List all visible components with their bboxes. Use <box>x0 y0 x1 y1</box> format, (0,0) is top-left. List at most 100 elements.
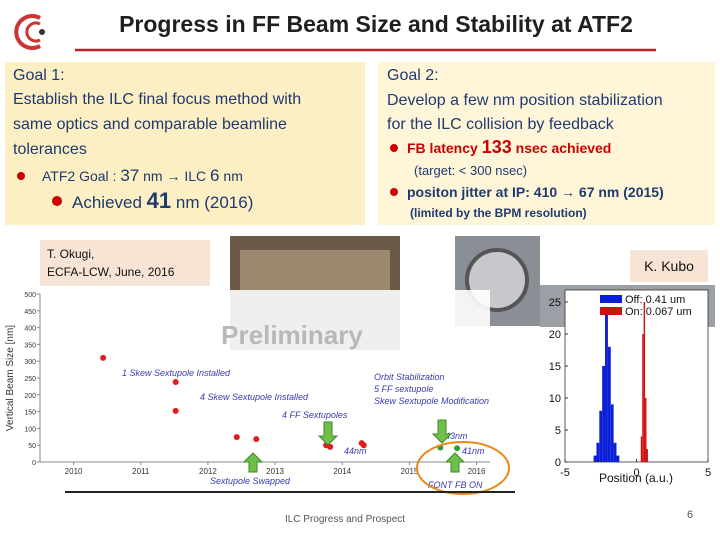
x-tick-label: 2010 <box>65 467 83 476</box>
histogram-bar <box>599 410 603 462</box>
goal2-box <box>378 62 715 225</box>
histogram-bar <box>645 398 647 462</box>
page-number: 6 <box>687 509 693 521</box>
credit: T. Okugi, <box>47 247 94 261</box>
text-part: nm <box>220 168 243 184</box>
annotation: 43nm <box>445 431 468 441</box>
bullet <box>390 188 398 196</box>
text-part: FB latency <box>407 140 482 156</box>
x-tick-label: 0 <box>633 467 639 479</box>
goal2-heading: Goal 2: <box>387 67 439 84</box>
data-point <box>360 442 367 449</box>
x-tick-label: -5 <box>560 467 570 479</box>
annotation: 5 FF sextupole <box>374 384 433 394</box>
y-tick-label: 500 <box>24 292 36 299</box>
goal1-achieved: Achieved 41 nm (2016) <box>72 188 253 213</box>
y-tick-label: 450 <box>24 309 36 316</box>
text-part: 6 <box>210 166 219 185</box>
text-part: nsec achieved <box>512 140 612 156</box>
data-point <box>454 445 461 452</box>
goal2-note: (target: < 300 nsec) <box>414 163 527 178</box>
annotation: 4 FF Sextupoles <box>282 410 348 420</box>
goal2-line: Develop a few nm position stabilization <box>387 92 663 109</box>
annotation: Skew Sextupole Modification <box>374 396 489 406</box>
text-part: ATF2 Goal : <box>42 168 120 184</box>
photo-detail <box>240 250 390 290</box>
goal1-bullet: ATF2 Goal : 37 nm → ILC 6 nm <box>42 166 243 185</box>
watermark: Preliminary <box>221 320 363 350</box>
data-point <box>172 379 179 386</box>
credit-box <box>630 250 708 282</box>
y-tick-label: 100 <box>24 426 36 433</box>
plot-area <box>564 289 709 463</box>
y-axis-label: Vertical Beam Size [nm] <box>5 325 16 431</box>
annotation: 4 Skew Sextupole Installed <box>200 392 309 402</box>
histogram-bar <box>643 302 646 462</box>
text-part: 41 <box>147 188 171 213</box>
y-tick-label: 25 <box>549 297 561 309</box>
slide-title: Progress in FF Beam Size and Stability a… <box>119 11 633 37</box>
bullet <box>52 196 62 206</box>
goal1-line: tolerances <box>13 141 87 158</box>
x-tick-label: 2011 <box>132 467 150 476</box>
y-tick-label: 250 <box>24 376 36 383</box>
histogram-bar <box>642 334 644 462</box>
text-part: 37 <box>120 166 139 185</box>
goal1-heading: Goal 1: <box>13 67 65 84</box>
legend-label: Off: 0.41 um <box>625 294 685 306</box>
histogram-bar <box>646 449 648 462</box>
data-point <box>172 407 179 414</box>
x-tick-label: 2015 <box>401 467 419 476</box>
legend-swatch <box>600 307 622 315</box>
histogram-bar <box>613 442 617 462</box>
goal2-note: (limited by the BPM resolution) <box>410 206 587 220</box>
text-part: Achieved <box>72 193 147 212</box>
annotation: Orbit Stabilization <box>374 372 445 382</box>
goal2-line: for the ILC collision by feedback <box>387 116 615 133</box>
beam-size-chart: 0 50 100 150 200 250 300 350 400 450 500 2010 2011 20… <box>24 292 490 476</box>
legend-swatch <box>600 295 622 303</box>
arrow <box>317 421 339 446</box>
x-tick-label: 2014 <box>333 467 351 476</box>
legend-label: On: 0.067 um <box>625 306 692 318</box>
y-tick-label: 20 <box>549 329 561 341</box>
x-tick-label: 2016 <box>468 467 486 476</box>
plot-area <box>40 290 490 465</box>
y-tick-label: 0 <box>32 460 36 467</box>
text-part: 133 <box>482 137 512 157</box>
credit: ECFA-LCW, June, 2016 <box>47 265 175 279</box>
y-tick-label: 15 <box>549 361 561 373</box>
data-point <box>100 354 107 361</box>
goal2-bullet: FB latency 133 nsec achieved <box>407 137 611 157</box>
histogram-bar <box>640 436 643 462</box>
x-tick-label: 2013 <box>266 467 284 476</box>
bullet <box>390 144 398 152</box>
logo <box>14 14 45 50</box>
highlight-ellipse <box>416 441 510 495</box>
goal1-box <box>5 62 365 225</box>
arrow <box>431 419 453 444</box>
credit-box <box>40 240 210 286</box>
y-tick-label: 200 <box>24 393 36 400</box>
annotation: Sextupole Swapped <box>210 476 291 486</box>
histogram-bar <box>605 308 608 462</box>
annotation: 1 Skew Sextupole Installed <box>122 368 231 378</box>
histogram-bar <box>596 442 600 462</box>
histogram-bar <box>593 455 597 462</box>
histogram-bar <box>610 404 614 462</box>
arrow <box>242 452 264 473</box>
annotation: 44nm <box>344 446 367 456</box>
footer: ILC Progress and Prospect <box>285 514 405 525</box>
x-tick-label: 2012 <box>199 467 217 476</box>
text-part: nm → ILC <box>139 168 210 184</box>
y-tick-label: 5 <box>555 425 561 437</box>
goal2-bullet: positon jitter at IP: 410 → 67 nm (2015) <box>407 184 664 200</box>
data-point <box>233 434 240 441</box>
y-tick-label: 0 <box>555 457 561 469</box>
data-point <box>327 443 334 450</box>
y-tick-label: 300 <box>24 359 36 366</box>
x-axis-label: Position (a.u.) <box>599 471 673 485</box>
histogram-bar <box>607 346 611 462</box>
annotation: 41nm <box>462 446 485 456</box>
